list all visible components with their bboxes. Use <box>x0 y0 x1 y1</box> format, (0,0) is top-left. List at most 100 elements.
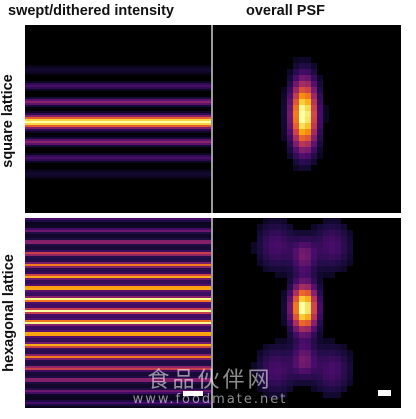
intensity-pixel <box>25 81 211 83</box>
intensity-pixel <box>305 368 311 374</box>
intensity-pixel <box>311 350 317 356</box>
intensity-pixel <box>317 308 323 314</box>
intensity-pixel <box>263 248 269 254</box>
intensity-pixel <box>287 81 293 87</box>
intensity-pixel <box>311 129 317 135</box>
intensity-pixel <box>25 320 211 322</box>
intensity-pixel <box>305 129 311 135</box>
intensity-pixel <box>341 248 347 254</box>
intensity-pixel <box>293 236 299 242</box>
intensity-pixel <box>299 129 305 135</box>
intensity-pixel <box>281 386 287 392</box>
intensity-pixel <box>317 236 323 242</box>
intensity-pixel <box>323 111 329 117</box>
intensity-pixel <box>263 242 269 248</box>
intensity-pixel <box>25 67 211 69</box>
intensity-pixel <box>317 374 323 380</box>
intensity-pixel <box>287 254 293 260</box>
row-divider <box>25 213 401 218</box>
intensity-pixel <box>293 260 299 266</box>
intensity-pixel <box>323 374 329 380</box>
intensity-pixel <box>335 230 341 236</box>
intensity-pixel <box>305 93 311 99</box>
intensity-pixel <box>299 99 305 105</box>
intensity-pixel <box>305 141 311 147</box>
column-title-overall-psf: overall PSF <box>246 3 325 19</box>
intensity-pixel <box>305 350 311 356</box>
intensity-pixel <box>275 242 281 248</box>
intensity-pixel <box>293 314 299 320</box>
intensity-pixel <box>275 338 281 344</box>
intensity-pixel <box>269 218 275 224</box>
intensity-pixel <box>281 266 287 272</box>
intensity-pixel <box>25 350 211 352</box>
intensity-pixel <box>335 392 341 398</box>
intensity-pixel <box>25 236 211 238</box>
intensity-pixel <box>299 248 305 254</box>
intensity-pixel <box>293 159 299 165</box>
intensity-pixel <box>347 368 353 374</box>
intensity-pixel <box>287 105 293 111</box>
intensity-pixel <box>25 262 211 264</box>
scale-bar <box>183 391 203 396</box>
intensity-pixel <box>317 344 323 350</box>
intensity-pixel <box>335 380 341 386</box>
intensity-pixel <box>257 242 263 248</box>
intensity-pixel <box>25 105 211 107</box>
intensity-pixel <box>263 374 269 380</box>
intensity-pixel <box>329 344 335 350</box>
intensity-pixel <box>269 224 275 230</box>
intensity-pixel <box>317 87 323 93</box>
intensity-pixel <box>293 350 299 356</box>
intensity-pixel <box>311 224 317 230</box>
intensity-pixel <box>251 242 257 248</box>
intensity-pixel <box>323 218 329 224</box>
intensity-pixel <box>341 236 347 242</box>
intensity-pixel <box>287 135 293 141</box>
intensity-pixel <box>347 350 353 356</box>
intensity-pixel <box>293 278 299 284</box>
intensity-pixel <box>293 153 299 159</box>
intensity-pixel <box>25 119 211 121</box>
intensity-pixel <box>335 368 341 374</box>
intensity-pixel <box>311 236 317 242</box>
intensity-pixel <box>299 69 305 75</box>
intensity-pixel <box>299 63 305 69</box>
intensity-pixel <box>275 362 281 368</box>
intensity-pixel <box>287 236 293 242</box>
intensity-pixel <box>25 302 211 304</box>
intensity-pixel <box>25 374 211 376</box>
intensity-pixel <box>311 374 317 380</box>
intensity-pixel <box>287 380 293 386</box>
intensity-pixel <box>305 69 311 75</box>
intensity-pixel <box>317 338 323 344</box>
intensity-pixel <box>311 386 317 392</box>
intensity-pixel <box>25 85 211 87</box>
intensity-pixel <box>311 290 317 296</box>
intensity-pixel <box>287 141 293 147</box>
intensity-pixel <box>263 386 269 392</box>
intensity-pixel <box>25 318 211 320</box>
intensity-pixel <box>25 123 211 125</box>
intensity-pixel <box>293 75 299 81</box>
intensity-pixel <box>257 230 263 236</box>
intensity-pixel <box>305 314 311 320</box>
intensity-pixel <box>281 272 287 278</box>
intensity-pixel <box>317 368 323 374</box>
intensity-pixel <box>25 396 211 398</box>
intensity-pixel <box>323 338 329 344</box>
intensity-pixel <box>25 268 211 270</box>
intensity-pixel <box>317 224 323 230</box>
intensity-pixel <box>281 111 287 117</box>
intensity-pixel <box>323 362 329 368</box>
intensity-pixel <box>317 386 323 392</box>
intensity-pixel <box>323 356 329 362</box>
intensity-pixel <box>329 248 335 254</box>
intensity-pixel <box>25 272 211 274</box>
intensity-pixel <box>311 111 317 117</box>
intensity-pixel <box>263 392 269 398</box>
intensity-pixel <box>323 117 329 123</box>
intensity-pixel <box>317 147 323 153</box>
intensity-pixel <box>25 364 211 366</box>
intensity-pixel <box>281 129 287 135</box>
